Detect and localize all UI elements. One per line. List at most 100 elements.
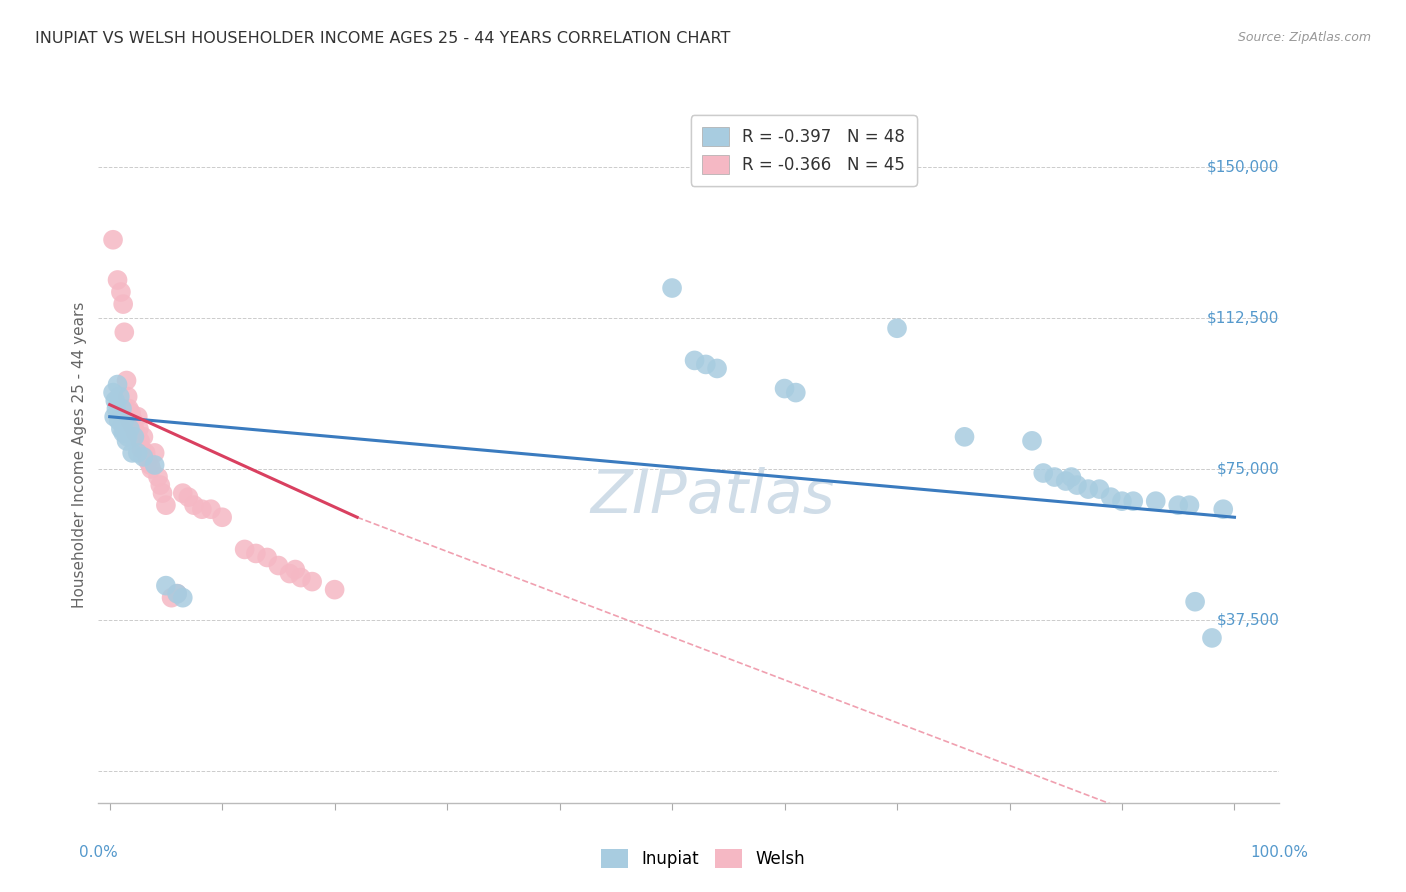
Point	[256, 550, 278, 565]
Point	[1032, 466, 1054, 480]
Point	[107, 414, 129, 428]
Point	[323, 582, 346, 597]
Point	[118, 422, 141, 436]
Text: $37,500: $37,500	[1216, 612, 1279, 627]
Point	[1212, 502, 1234, 516]
Text: INUPIAT VS WELSH HOUSEHOLDER INCOME AGES 25 - 44 YEARS CORRELATION CHART: INUPIAT VS WELSH HOUSEHOLDER INCOME AGES…	[35, 31, 731, 46]
Point	[1167, 498, 1189, 512]
Point	[114, 425, 136, 440]
Point	[172, 486, 194, 500]
Point	[953, 430, 976, 444]
Point	[1201, 631, 1223, 645]
Point	[152, 486, 174, 500]
Point	[1099, 490, 1122, 504]
Point	[1184, 595, 1206, 609]
Point	[1178, 498, 1201, 512]
Point	[1021, 434, 1043, 448]
Point	[155, 498, 177, 512]
Point	[118, 414, 141, 428]
Point	[127, 446, 149, 460]
Point	[773, 382, 796, 396]
Point	[104, 393, 127, 408]
Point	[129, 442, 152, 456]
Text: 0.0%: 0.0%	[79, 845, 118, 860]
Point	[200, 502, 222, 516]
Point	[160, 591, 183, 605]
Text: $75,000: $75,000	[1216, 461, 1279, 476]
Point	[128, 422, 150, 436]
Point	[110, 422, 132, 436]
Point	[115, 434, 138, 448]
Point	[139, 458, 162, 472]
Point	[172, 591, 194, 605]
Point	[129, 434, 152, 448]
Point	[124, 422, 146, 436]
Point	[1111, 494, 1133, 508]
Point	[301, 574, 323, 589]
Point	[245, 546, 267, 560]
Point	[211, 510, 233, 524]
Y-axis label: Householder Income Ages 25 - 44 years: Householder Income Ages 25 - 44 years	[72, 301, 87, 608]
Point	[108, 390, 131, 404]
Point	[785, 385, 807, 400]
Point	[117, 430, 139, 444]
Point	[124, 425, 146, 440]
Point	[118, 401, 141, 416]
Point	[183, 498, 205, 512]
Point	[1060, 470, 1083, 484]
Point	[1054, 474, 1077, 488]
Point	[121, 446, 143, 460]
Point	[105, 401, 128, 416]
Point	[149, 478, 172, 492]
Point	[278, 566, 301, 581]
Text: $112,500: $112,500	[1208, 310, 1279, 326]
Point	[132, 430, 155, 444]
Point	[121, 417, 143, 432]
Point	[135, 446, 157, 460]
Point	[124, 430, 146, 444]
Point	[112, 297, 135, 311]
Point	[111, 401, 134, 416]
Point	[695, 358, 717, 372]
Point	[122, 414, 145, 428]
Point	[886, 321, 908, 335]
Point	[127, 409, 149, 424]
Point	[143, 446, 166, 460]
Point	[110, 285, 132, 299]
Point	[661, 281, 683, 295]
Point	[112, 325, 135, 339]
Point	[290, 571, 312, 585]
Point	[155, 579, 177, 593]
Point	[136, 454, 159, 468]
Point	[112, 425, 135, 440]
Point	[1066, 478, 1088, 492]
Text: $150,000: $150,000	[1208, 160, 1279, 175]
Point	[101, 385, 124, 400]
Legend: Inupiat, Welsh: Inupiat, Welsh	[595, 842, 811, 875]
Text: Source: ZipAtlas.com: Source: ZipAtlas.com	[1237, 31, 1371, 45]
Point	[132, 450, 155, 464]
Point	[683, 353, 706, 368]
Point	[284, 562, 307, 576]
Legend: R = -0.397   N = 48, R = -0.366   N = 45: R = -0.397 N = 48, R = -0.366 N = 45	[690, 115, 917, 186]
Point	[1088, 482, 1111, 496]
Point	[146, 470, 169, 484]
Point	[706, 361, 728, 376]
Text: ZIPatlas: ZIPatlas	[591, 467, 835, 526]
Point	[1077, 482, 1099, 496]
Text: 100.0%: 100.0%	[1250, 845, 1309, 860]
Point	[101, 233, 124, 247]
Point	[233, 542, 256, 557]
Point	[267, 558, 290, 573]
Point	[107, 273, 129, 287]
Point	[107, 377, 129, 392]
Point	[120, 406, 142, 420]
Point	[141, 462, 163, 476]
Point	[1043, 470, 1066, 484]
Point	[177, 490, 200, 504]
Point	[1144, 494, 1167, 508]
Point	[1122, 494, 1144, 508]
Point	[117, 390, 139, 404]
Point	[191, 502, 214, 516]
Point	[166, 587, 188, 601]
